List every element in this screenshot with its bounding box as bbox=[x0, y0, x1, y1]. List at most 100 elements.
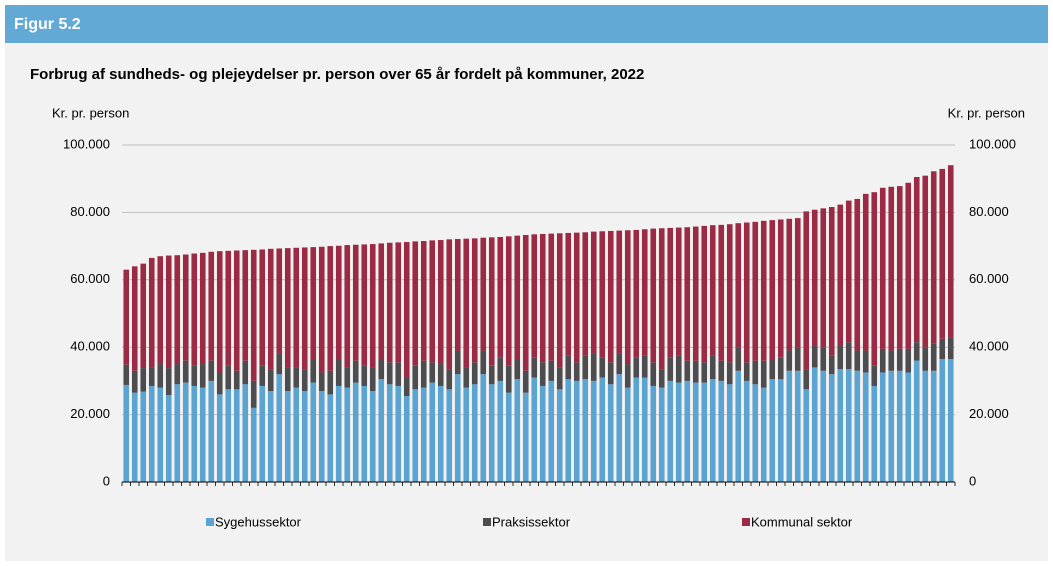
bar-segment bbox=[726, 224, 733, 363]
bar-segment bbox=[760, 387, 767, 482]
bar-segment bbox=[633, 377, 640, 482]
bar-segment bbox=[199, 364, 206, 388]
bar-segment bbox=[624, 387, 631, 482]
bar-segment bbox=[658, 387, 665, 482]
bar-segment bbox=[854, 370, 861, 482]
bar-segment bbox=[752, 221, 759, 361]
bar-segment bbox=[395, 362, 402, 386]
bar-segment bbox=[488, 384, 495, 482]
bar-segment bbox=[548, 233, 555, 361]
bar-segment bbox=[531, 234, 538, 358]
bar-segment bbox=[284, 367, 291, 392]
bar-segment bbox=[845, 369, 852, 482]
bar-segment bbox=[514, 235, 521, 359]
bar-segment bbox=[743, 362, 750, 381]
bar-segment bbox=[225, 389, 232, 482]
bar-segment bbox=[216, 251, 223, 373]
bar-segment bbox=[378, 379, 385, 482]
bar-segment bbox=[888, 350, 895, 371]
bar-segment bbox=[820, 370, 827, 482]
bar-segment bbox=[420, 241, 427, 361]
bar-segment bbox=[862, 350, 869, 373]
bar-segment bbox=[939, 338, 946, 359]
bar-segment bbox=[463, 387, 470, 482]
bar-segment bbox=[573, 380, 580, 482]
bar-segment bbox=[735, 370, 742, 482]
bar-segment bbox=[582, 355, 589, 380]
bar-segment bbox=[769, 220, 776, 359]
bar-segment bbox=[701, 362, 708, 383]
bar-segment bbox=[191, 253, 198, 366]
legend-swatch bbox=[742, 518, 750, 526]
bar-segment bbox=[131, 392, 138, 482]
bar-segment bbox=[225, 365, 232, 390]
bar-segment bbox=[199, 387, 206, 482]
bar-segment bbox=[726, 362, 733, 385]
bar-segment bbox=[582, 232, 589, 356]
bar-segment bbox=[735, 223, 742, 348]
bar-segment bbox=[786, 218, 793, 351]
bar-segment bbox=[828, 355, 835, 375]
bar-segment bbox=[701, 225, 708, 363]
bar-segment bbox=[437, 364, 444, 386]
bar-segment bbox=[565, 379, 572, 482]
bar-segment bbox=[514, 358, 521, 380]
bar-segment bbox=[667, 227, 674, 358]
bar-segment bbox=[386, 362, 393, 385]
bar-segment bbox=[930, 343, 937, 371]
legend-label: Sygehussektor bbox=[215, 514, 302, 529]
y-tick-label: 80.000 bbox=[70, 204, 110, 219]
bar-segment bbox=[267, 391, 274, 482]
bar-segment bbox=[293, 247, 300, 368]
bar-segment bbox=[565, 232, 572, 356]
bar-segment bbox=[599, 377, 606, 482]
bar-segment bbox=[803, 211, 810, 370]
bar-segment bbox=[820, 208, 827, 348]
bar-segment bbox=[616, 230, 623, 354]
bar-segment bbox=[174, 364, 181, 385]
bar-segment bbox=[930, 171, 937, 344]
bar-segment bbox=[157, 256, 164, 365]
bar-segment bbox=[344, 367, 351, 388]
bar-segment bbox=[828, 374, 835, 482]
bar-segment bbox=[539, 362, 546, 386]
bar-segment bbox=[395, 385, 402, 482]
bar-segment bbox=[811, 367, 818, 482]
bar-segment bbox=[505, 365, 512, 393]
bar-segment bbox=[922, 370, 929, 482]
bar-segment bbox=[939, 168, 946, 339]
bar-segment bbox=[182, 382, 189, 482]
bar-segment bbox=[284, 248, 291, 368]
bar-segment bbox=[403, 396, 410, 482]
bar-segment bbox=[794, 347, 801, 371]
bar-segment bbox=[165, 255, 172, 369]
bar-segment bbox=[947, 358, 954, 482]
bar-segment bbox=[310, 247, 317, 359]
bar-segment bbox=[208, 380, 215, 482]
bar-segment bbox=[684, 380, 691, 482]
bar-segment bbox=[369, 367, 376, 392]
bar-segment bbox=[854, 350, 861, 371]
bar-segment bbox=[148, 367, 155, 386]
bar-segment bbox=[344, 387, 351, 482]
bar-segment bbox=[480, 350, 487, 375]
bar-segment bbox=[327, 246, 334, 371]
y-tick-label: 60.000 bbox=[70, 271, 110, 286]
bar-segment bbox=[480, 374, 487, 482]
bar-segment bbox=[871, 385, 878, 482]
bar-segment bbox=[140, 368, 147, 392]
bar-segment bbox=[208, 360, 215, 381]
bar-segment bbox=[811, 209, 818, 346]
bar-segment bbox=[446, 369, 453, 390]
bar-segment bbox=[599, 231, 606, 358]
bar-segment bbox=[828, 207, 835, 356]
bar-segment bbox=[386, 242, 393, 363]
bar-segment bbox=[616, 374, 623, 482]
bar-segment bbox=[582, 379, 589, 482]
bar-segment bbox=[429, 382, 436, 482]
y-tick-label: 40.000 bbox=[70, 339, 110, 354]
bar-segment bbox=[148, 385, 155, 482]
bar-segment bbox=[293, 387, 300, 482]
